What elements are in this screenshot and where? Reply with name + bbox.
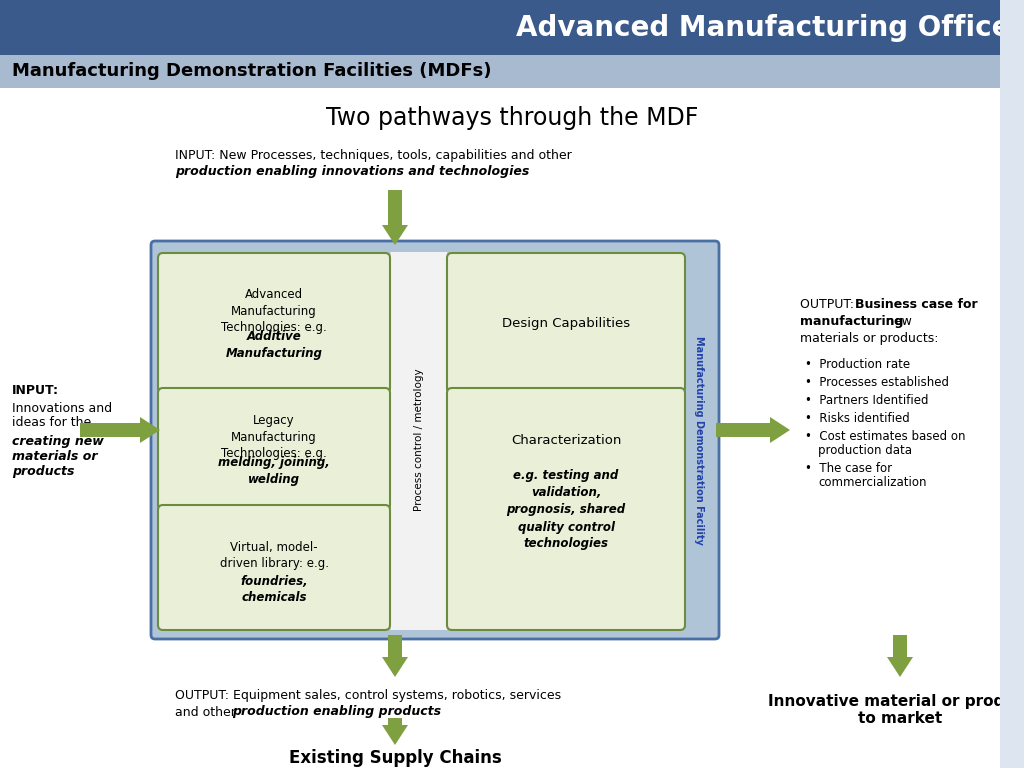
Text: Business case for: Business case for — [855, 298, 978, 311]
Text: Process control / metrology: Process control / metrology — [414, 369, 424, 511]
Polygon shape — [382, 657, 408, 677]
Bar — [1000, 0, 1024, 768]
FancyBboxPatch shape — [447, 253, 685, 393]
FancyBboxPatch shape — [158, 505, 390, 630]
Text: •  The case for: • The case for — [805, 462, 892, 475]
Text: e.g. testing and
validation,
prognosis, shared
quality control
technologies: e.g. testing and validation, prognosis, … — [507, 469, 626, 551]
Text: melding, joining,
welding: melding, joining, welding — [218, 456, 330, 485]
Bar — [390, 252, 447, 630]
Bar — [388, 190, 402, 225]
FancyBboxPatch shape — [158, 253, 390, 393]
Text: materials or: materials or — [12, 451, 97, 464]
Text: Design Capabilities: Design Capabilities — [502, 316, 630, 329]
Polygon shape — [382, 725, 408, 745]
Bar — [685, 252, 713, 630]
Text: •  Processes established: • Processes established — [805, 376, 949, 389]
Text: Advanced
Manufacturing
Technologies: e.g.: Advanced Manufacturing Technologies: e.g… — [221, 288, 327, 334]
Text: materials or products:: materials or products: — [800, 332, 939, 345]
FancyBboxPatch shape — [151, 241, 719, 639]
Text: foundries,
chemicals: foundries, chemicals — [241, 574, 308, 604]
Bar — [388, 718, 402, 725]
Polygon shape — [770, 417, 790, 443]
Polygon shape — [887, 657, 913, 677]
Text: Manufacturing Demonstration Facilities (MDFs): Manufacturing Demonstration Facilities (… — [12, 62, 492, 81]
Text: Manufacturing Demonstration Facility: Manufacturing Demonstration Facility — [694, 336, 705, 545]
Text: ideas for the: ideas for the — [12, 416, 91, 429]
Text: Two pathways through the MDF: Two pathways through the MDF — [326, 106, 698, 130]
Text: Innovative material or product
to market: Innovative material or product to market — [768, 694, 1024, 727]
Polygon shape — [140, 417, 160, 443]
Text: new: new — [882, 315, 912, 328]
Text: Characterization: Characterization — [511, 433, 622, 446]
Text: OUTPUT:: OUTPUT: — [800, 298, 858, 311]
Text: production enabling products: production enabling products — [232, 706, 441, 719]
Text: Virtual, model-
driven library: e.g.: Virtual, model- driven library: e.g. — [219, 541, 329, 571]
Text: Legacy
Manufacturing
Technologies: e.g.: Legacy Manufacturing Technologies: e.g. — [221, 414, 327, 460]
Bar — [0, 55, 1024, 88]
Text: INPUT:: INPUT: — [12, 383, 59, 396]
Text: Additive
Manufacturing: Additive Manufacturing — [225, 330, 323, 359]
Bar — [80, 423, 140, 437]
Text: and other: and other — [175, 706, 240, 719]
Text: creating new: creating new — [12, 435, 103, 449]
Text: •  Risks identified: • Risks identified — [805, 412, 909, 425]
Text: •  Partners Identified: • Partners Identified — [805, 394, 929, 407]
Text: •  Cost estimates based on: • Cost estimates based on — [805, 430, 966, 443]
Bar — [893, 635, 907, 657]
Text: production enabling innovations and technologies: production enabling innovations and tech… — [175, 165, 529, 178]
Text: products: products — [12, 465, 75, 478]
Text: Innovations and: Innovations and — [12, 402, 112, 415]
Text: OUTPUT: Equipment sales, control systems, robotics, services: OUTPUT: Equipment sales, control systems… — [175, 688, 561, 701]
Bar — [0, 88, 1024, 768]
Polygon shape — [382, 225, 408, 245]
Text: Advanced Manufacturing Office: Advanced Manufacturing Office — [515, 14, 1010, 41]
Text: manufacturing: manufacturing — [800, 315, 903, 328]
Text: •  Production rate: • Production rate — [805, 358, 910, 371]
Bar — [388, 635, 402, 657]
Text: production data: production data — [818, 444, 912, 457]
FancyBboxPatch shape — [447, 388, 685, 630]
FancyBboxPatch shape — [158, 388, 390, 510]
Text: commercialization: commercialization — [818, 476, 927, 489]
Text: Existing Supply Chains: Existing Supply Chains — [289, 749, 502, 767]
Text: INPUT: New Processes, techniques, tools, capabilities and other: INPUT: New Processes, techniques, tools,… — [175, 148, 571, 161]
Bar — [0, 0, 1024, 55]
Bar — [716, 423, 770, 437]
